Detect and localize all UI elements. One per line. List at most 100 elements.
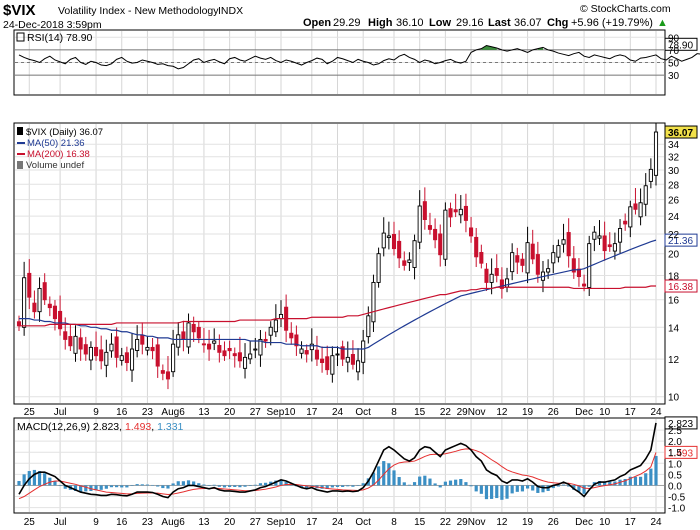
candle-body [222, 350, 227, 357]
candle-body [196, 326, 201, 339]
rsi-last-value: 78.90 [668, 40, 693, 51]
low-value: 29.16 [456, 17, 484, 29]
candle-body [248, 353, 253, 360]
price-panel [13, 122, 666, 405]
candle-body [633, 203, 638, 210]
candle-body [201, 343, 206, 346]
macd-hist-bar [628, 476, 632, 486]
macd-hist-bar [505, 485, 509, 499]
macd-hist-bar [525, 485, 530, 489]
grid-layer [15, 31, 664, 512]
macd-layer: 2.823 1.493 [17, 416, 698, 500]
macd-hist-bar [192, 481, 196, 486]
macd-hist-bar [490, 485, 494, 499]
candle-body [68, 336, 73, 347]
x-tick-label-bottom: 8 [391, 517, 397, 528]
ma50-line [19, 239, 657, 350]
macd-hist-bar [402, 482, 406, 486]
last-price-tag [664, 125, 698, 139]
macd-hist-bar [577, 485, 581, 492]
ma200-tag [664, 279, 698, 293]
candle-body [546, 268, 551, 273]
macd-hist-bar [228, 485, 232, 487]
candle-body [171, 343, 176, 373]
brand-label: © StockCharts.com [580, 3, 671, 15]
macd-hist-bar [156, 485, 160, 487]
macd-hist-bar [330, 485, 334, 488]
candle-body [535, 254, 540, 275]
x-tick-label: 8 [391, 407, 397, 418]
x-tick-label-bottom: 9 [93, 517, 99, 528]
x-tick-label: Jul [54, 407, 67, 418]
price-tick-label: 16 [668, 296, 680, 307]
candle-body [119, 355, 124, 361]
x-tick-label-bottom: 22 [440, 517, 452, 528]
x-tick-label-bottom: 17 [306, 517, 318, 528]
candle-body [402, 260, 407, 266]
candle-body [145, 346, 150, 351]
candle-body [304, 350, 309, 355]
candle-body [530, 243, 535, 260]
candle-body [494, 268, 499, 276]
macd-hist-bar [412, 482, 417, 486]
candle-body [504, 278, 510, 288]
macd-hist-bar [325, 485, 329, 489]
macd-hist-bar [166, 485, 170, 489]
candle-body [520, 258, 525, 266]
candle-body [458, 208, 463, 216]
candle-body [453, 209, 458, 213]
ma200-line [19, 285, 656, 327]
legend-ma200: MA(200) 16.38 [27, 149, 90, 160]
candle-body [571, 258, 576, 273]
macd-tick-label: 0.5 [668, 470, 682, 481]
x-tick-label: 24 [332, 407, 344, 418]
candle-body [227, 347, 232, 352]
macd-hist-bar [397, 477, 401, 486]
macd-tick-label: 1.5 [668, 448, 682, 459]
candle-body [63, 331, 68, 340]
macd-hist-bar [53, 481, 57, 486]
macd-hist-bar [135, 484, 139, 486]
candle-body [268, 326, 273, 336]
candle-body [181, 331, 186, 340]
candle-body [617, 228, 623, 243]
candle-body [186, 322, 191, 348]
price-tick-label: 12 [668, 355, 680, 366]
rsi-legend-swatch [16, 32, 25, 42]
macd-hist-bar [104, 485, 108, 489]
x-tick-label: Oct [355, 407, 371, 418]
candle-body [643, 185, 648, 205]
axis-layer: 25 25 Jul Jul 9 9 16 16 23 23 Aug6 Aug6 13 13 20 20 27 27… [24, 33, 686, 528]
macd-hist-bar [448, 480, 453, 486]
candle-body [16, 321, 22, 327]
x-tick-label: 20 [224, 407, 236, 418]
candle-body [88, 346, 93, 361]
candle-body [484, 268, 489, 283]
price-tick-label: 24 [668, 212, 680, 223]
candle-body [443, 209, 448, 260]
macd-legend-val1: 2.823 [93, 421, 119, 433]
macd-hist-bar [495, 485, 499, 499]
candle-body [78, 337, 83, 350]
macd-hist-bar [520, 485, 525, 492]
macd-hist-bar [541, 485, 545, 493]
candle-body [232, 353, 237, 357]
macd-hist-bar [351, 485, 355, 487]
macd-hist-bar [253, 484, 257, 486]
macd-hist-bar [454, 479, 458, 486]
x-tick-label: Sep10 [267, 407, 296, 418]
macd-hist-bar [305, 485, 309, 489]
macd-hist-bar [479, 485, 483, 494]
macd-hist-bar [171, 483, 175, 486]
x-tick-label-bottom: 19 [522, 517, 534, 528]
candle-body [602, 235, 607, 252]
macd-hist-bar [392, 470, 396, 486]
x-tick-label: 12 [496, 407, 508, 418]
macd-hist-bar [84, 485, 88, 492]
candle-body [397, 240, 402, 259]
price-tick-label: 22 [668, 230, 680, 241]
macd-hist-bar [346, 485, 350, 487]
candle-body [37, 287, 42, 313]
macd-hist-bar [361, 483, 365, 486]
